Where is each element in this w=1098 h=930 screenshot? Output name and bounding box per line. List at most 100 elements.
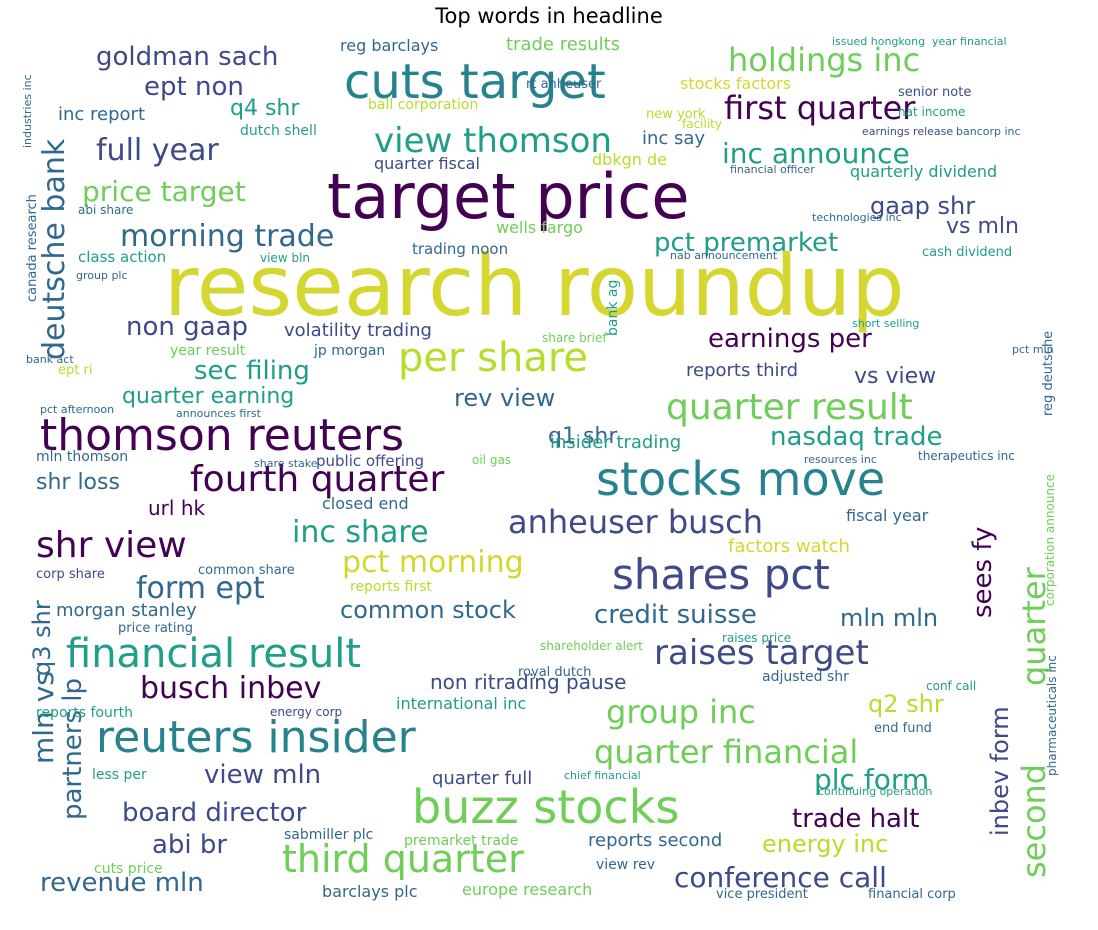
word: credit suisse	[594, 600, 757, 630]
word: ball corporation	[368, 97, 479, 113]
word: quarter earning	[122, 384, 295, 409]
word: mln thomson	[36, 449, 129, 465]
word: common stock	[340, 596, 516, 624]
word: cuts target	[344, 54, 606, 110]
word: gaap shr	[870, 192, 976, 220]
word: abi share	[78, 203, 134, 217]
word: canada research	[25, 194, 40, 302]
word: price rating	[118, 621, 193, 636]
word: public offering	[316, 452, 425, 470]
word-cloud: research roundup target price cuts targe…	[22, 36, 1064, 908]
word: resources inc	[804, 453, 877, 466]
word: group plc	[76, 269, 128, 282]
word: view mln	[204, 760, 322, 790]
word: dutch shell	[240, 123, 317, 139]
word: inbev form	[986, 706, 1014, 836]
word: nat income	[898, 105, 966, 119]
word: corporation announce	[1043, 473, 1057, 606]
word: class action	[78, 248, 167, 266]
word: pct premarket	[654, 228, 839, 258]
word: non gaap	[126, 312, 249, 342]
word: year financial	[932, 36, 1007, 48]
word: sees fy	[968, 526, 998, 618]
word: buzz stocks	[412, 780, 680, 834]
word: q1 shr	[548, 424, 618, 449]
word: technologies inc	[812, 211, 902, 224]
word: common share	[198, 563, 295, 578]
word: quarter result	[666, 387, 913, 428]
word: anheuser busch	[508, 503, 763, 541]
word: insider trading	[550, 432, 682, 453]
word: therapeutics inc	[918, 449, 1015, 463]
word: nasdaq trade	[770, 422, 943, 452]
word: q4 shr	[230, 96, 300, 121]
word: issued hongkong	[832, 36, 926, 48]
chart-title: Top words in headline	[435, 4, 663, 28]
word: holdings inc	[728, 41, 921, 79]
word: goldman sach	[96, 42, 279, 72]
word: shr view	[36, 525, 187, 566]
word: cuts price	[94, 861, 163, 877]
word: revenue mln	[40, 868, 204, 898]
word: share stake	[254, 457, 318, 470]
word: rt anheuser	[526, 77, 602, 92]
word: fiscal year	[846, 506, 929, 525]
word: facility	[682, 117, 722, 131]
word: pct mln	[1012, 343, 1054, 356]
word: royal dutch	[518, 665, 592, 680]
word: pct morning	[342, 545, 524, 580]
word: reports second	[588, 830, 723, 851]
word: reports first	[350, 579, 432, 595]
word: dbkgn de	[592, 150, 667, 169]
word: group inc	[606, 693, 756, 731]
word: cash dividend	[922, 245, 1013, 260]
word: rev view	[454, 384, 556, 412]
word: premarket trade	[404, 833, 519, 849]
word: second	[1015, 763, 1053, 878]
word: inc report	[58, 104, 146, 125]
word: plc form	[814, 763, 930, 796]
word: closed end	[322, 494, 409, 513]
word: financial officer	[730, 163, 815, 176]
word: pharmaceuticals inc	[1045, 655, 1059, 776]
word: raises target	[654, 633, 869, 673]
word: first quarter	[724, 89, 916, 127]
word: new york	[646, 107, 706, 122]
word: shr loss	[36, 470, 120, 495]
word: partners lp	[58, 677, 88, 820]
word: raises price	[722, 631, 792, 645]
word: continuing operation	[818, 785, 933, 798]
word: sabmiller plc	[284, 827, 374, 843]
word: q3 shr	[28, 600, 56, 676]
word: trading noon	[412, 240, 509, 258]
word: earnings per	[708, 324, 872, 354]
word: wells fargo	[496, 218, 583, 237]
word: abi br	[152, 830, 228, 860]
word: reports fourth	[36, 705, 133, 721]
word: thomson reuters	[40, 410, 405, 461]
word: vice president	[716, 887, 808, 902]
word: international inc	[396, 694, 527, 713]
word: energy inc	[762, 830, 889, 858]
word: volatility trading	[284, 320, 432, 341]
word: europe research	[462, 880, 593, 899]
word: price target	[82, 175, 246, 208]
word: fourth quarter	[190, 459, 445, 500]
word: vs mln	[946, 214, 1019, 239]
word: view thomson	[374, 121, 612, 161]
word: research roundup	[164, 237, 905, 335]
word: inc announce	[722, 137, 910, 170]
word: quarter fiscal	[374, 154, 480, 173]
word: third quarter	[282, 837, 524, 881]
word: inc share	[292, 515, 429, 550]
word: year result	[170, 343, 246, 359]
word: chief financial	[564, 769, 641, 782]
word: busch inbev	[140, 671, 322, 706]
word: short selling	[852, 317, 920, 330]
word: target price	[327, 160, 690, 233]
word: industries inc	[22, 74, 34, 148]
word: energy corp	[270, 705, 343, 719]
word: announces first	[176, 407, 261, 420]
word: trade halt	[792, 804, 920, 834]
word: bank act	[26, 353, 74, 366]
